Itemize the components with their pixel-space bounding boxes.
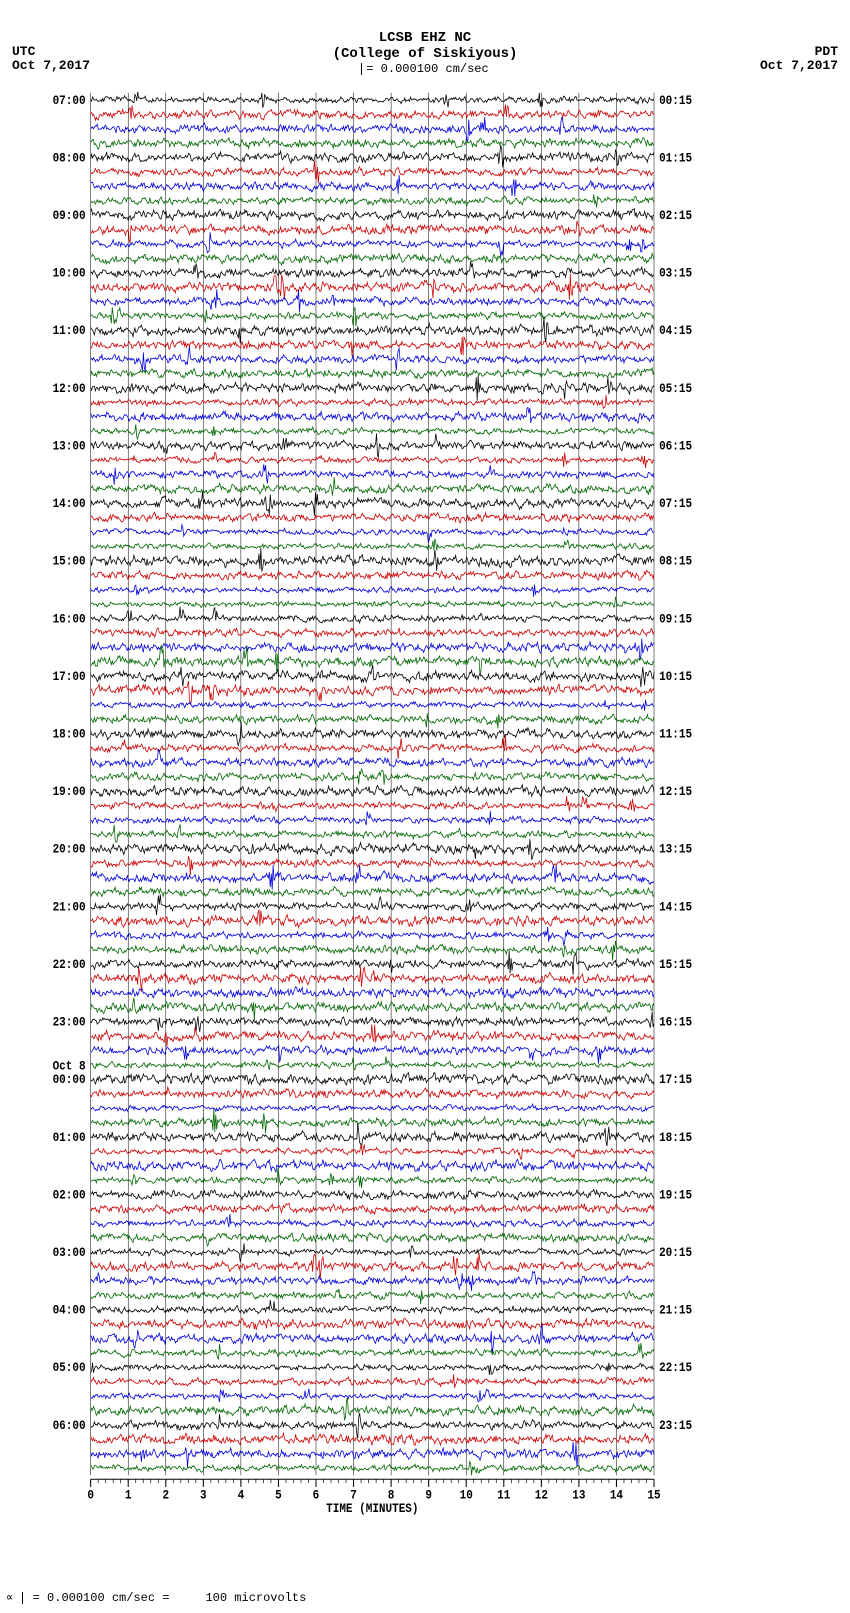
svg-text:16:00: 16:00	[53, 612, 86, 627]
footer-scale: ∝ = 0.000100 cm/sec = 100 microvolts	[6, 1590, 306, 1605]
tz-right-label: PDT	[815, 44, 838, 59]
svg-text:3: 3	[200, 1488, 207, 1503]
svg-text:13:15: 13:15	[659, 842, 692, 857]
svg-text:12:15: 12:15	[659, 784, 692, 799]
svg-text:12: 12	[535, 1488, 548, 1503]
svg-text:21:00: 21:00	[53, 900, 86, 915]
svg-text:10:00: 10:00	[53, 266, 86, 281]
svg-text:11:00: 11:00	[53, 324, 86, 339]
svg-text:13:00: 13:00	[53, 439, 86, 454]
svg-text:15:15: 15:15	[659, 957, 692, 972]
svg-text:06:15: 06:15	[659, 439, 692, 454]
svg-text:10: 10	[460, 1488, 473, 1503]
svg-text:12:00: 12:00	[53, 381, 86, 396]
svg-text:07:15: 07:15	[659, 496, 692, 511]
svg-text:10:15: 10:15	[659, 669, 692, 684]
svg-text:15:00: 15:00	[53, 554, 86, 569]
svg-text:13: 13	[572, 1488, 585, 1503]
svg-text:04:00: 04:00	[53, 1303, 86, 1318]
svg-text:09:15: 09:15	[659, 612, 692, 627]
date-right-label: Oct 7,2017	[760, 58, 838, 73]
svg-text:11: 11	[497, 1488, 510, 1503]
svg-text:03:15: 03:15	[659, 266, 692, 281]
svg-text:19:00: 19:00	[53, 784, 86, 799]
svg-text:06:00: 06:00	[53, 1418, 86, 1433]
svg-text:6: 6	[313, 1488, 320, 1503]
svg-text:4: 4	[238, 1488, 245, 1503]
svg-text:2: 2	[162, 1488, 169, 1503]
svg-text:00:00: 00:00	[53, 1073, 86, 1088]
svg-text:08:00: 08:00	[53, 151, 86, 166]
scale-indicator: = 0.000100 cm/sec	[0, 62, 850, 76]
svg-text:20:00: 20:00	[53, 842, 86, 857]
svg-text:23:00: 23:00	[53, 1015, 86, 1030]
svg-text:5: 5	[275, 1488, 282, 1503]
svg-text:22:00: 22:00	[53, 957, 86, 972]
svg-text:01:00: 01:00	[53, 1130, 86, 1145]
svg-text:17:00: 17:00	[53, 669, 86, 684]
svg-text:0: 0	[87, 1488, 94, 1503]
svg-text:1: 1	[125, 1488, 132, 1503]
svg-text:02:15: 02:15	[659, 208, 692, 223]
svg-text:21:15: 21:15	[659, 1303, 692, 1318]
svg-text:09:00: 09:00	[53, 208, 86, 223]
svg-text:14: 14	[610, 1488, 623, 1503]
svg-text:14:15: 14:15	[659, 900, 692, 915]
svg-text:16:15: 16:15	[659, 1015, 692, 1030]
svg-text:04:15: 04:15	[659, 324, 692, 339]
svg-text:05:00: 05:00	[53, 1361, 86, 1376]
svg-text:11:15: 11:15	[659, 727, 692, 742]
svg-text:18:00: 18:00	[53, 727, 86, 742]
svg-text:03:00: 03:00	[53, 1245, 86, 1260]
tz-left-label: UTC	[12, 44, 35, 59]
location-subtitle: (College of Siskiyous)	[0, 46, 850, 62]
svg-text:22:15: 22:15	[659, 1361, 692, 1376]
svg-text:20:15: 20:15	[659, 1245, 692, 1260]
svg-text:08:15: 08:15	[659, 554, 692, 569]
date-left-label: Oct 7,2017	[12, 58, 90, 73]
station-title: LCSB EHZ NC	[0, 30, 850, 46]
svg-text:23:15: 23:15	[659, 1418, 692, 1433]
svg-text:05:15: 05:15	[659, 381, 692, 396]
helicorder-svg: 07:00 08:00 09:00 10:00 11:00 12:00 13:00 14:00…	[50, 85, 715, 1545]
svg-text:02:00: 02:00	[53, 1188, 86, 1203]
svg-text:17:15: 17:15	[659, 1073, 692, 1088]
svg-text:Oct 8: Oct 8	[53, 1059, 86, 1074]
svg-text:14:00: 14:00	[53, 496, 86, 511]
svg-text:19:15: 19:15	[659, 1188, 692, 1203]
svg-text:00:15: 00:15	[659, 93, 692, 108]
svg-text:9: 9	[425, 1488, 432, 1503]
svg-text:07:00: 07:00	[53, 93, 86, 108]
svg-text:15: 15	[647, 1488, 660, 1503]
svg-text:01:15: 01:15	[659, 151, 692, 166]
svg-text:TIME (MINUTES): TIME (MINUTES)	[326, 1501, 418, 1516]
svg-text:18:15: 18:15	[659, 1130, 692, 1145]
helicorder-plot: 07:00 08:00 09:00 10:00 11:00 12:00 13:00 14:00…	[50, 85, 715, 1545]
